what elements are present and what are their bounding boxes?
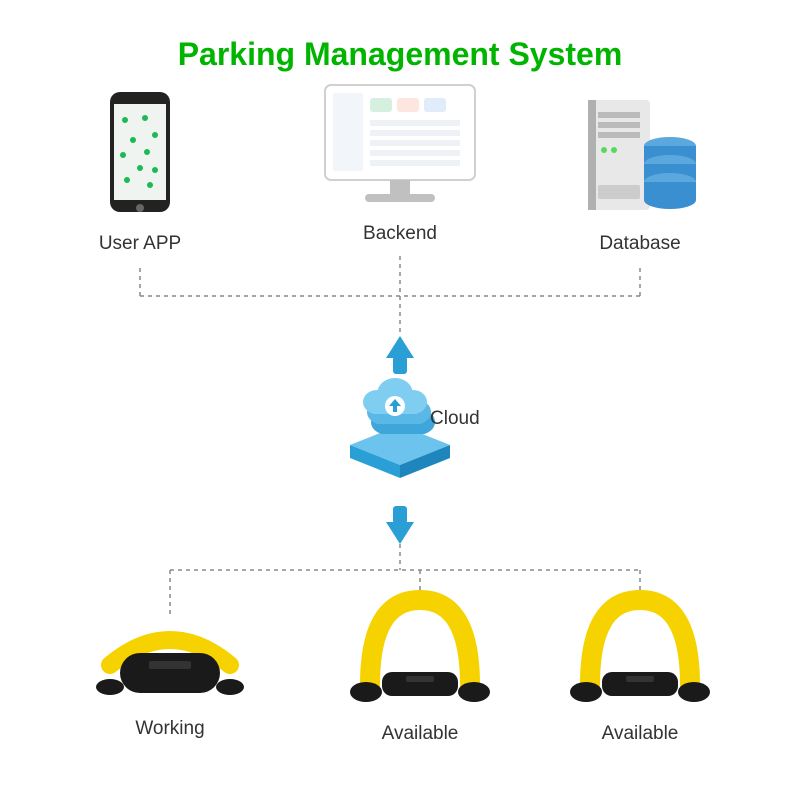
lock-available2-label: Available [560, 723, 720, 745]
lock-available1-label: Available [340, 723, 500, 745]
parking-lock-available-1: Available [340, 580, 500, 745]
phone-icon [105, 90, 175, 220]
cloud-icon [335, 370, 465, 490]
backend-label: Backend [315, 223, 485, 245]
cloud-label: Cloud [430, 408, 480, 430]
parking-lock-available-2: Available [560, 580, 720, 745]
server-icon [570, 90, 710, 220]
parking-lock-up-icon [340, 580, 500, 710]
lock-working-label: Working [85, 718, 255, 740]
user-app-label: User APP [95, 233, 185, 255]
page-title: Parking Management System [0, 36, 800, 73]
monitor-icon [315, 80, 485, 210]
user-app-node: User APP [95, 90, 185, 255]
cloud-node: Cloud [335, 370, 465, 495]
database-label: Database [570, 233, 710, 255]
backend-node: Backend [315, 80, 485, 245]
database-node: Database [570, 90, 710, 255]
parking-lock-down-icon [85, 605, 255, 705]
parking-lock-working: Working [85, 605, 255, 740]
parking-lock-up-icon [560, 580, 720, 710]
